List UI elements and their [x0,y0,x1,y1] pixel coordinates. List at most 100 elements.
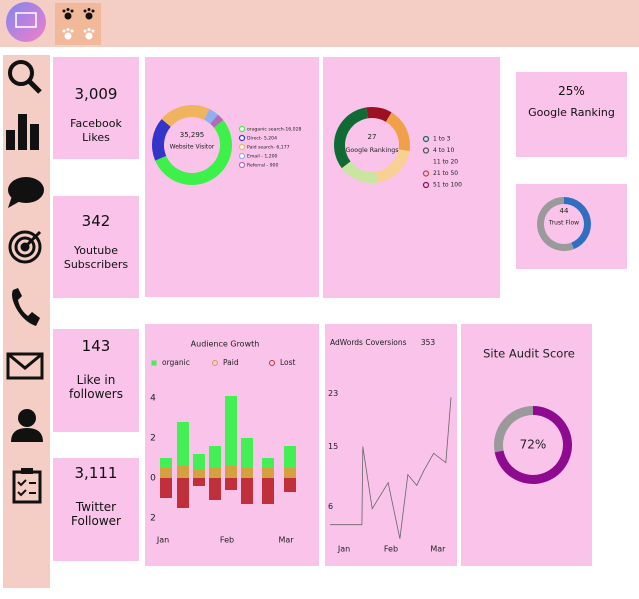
chat-icon[interactable] [8,177,44,208]
legend-label: Email - 1,200 [247,154,278,160]
donut-segment [204,109,219,124]
chart: 44 Trust Flow [537,197,591,251]
chart-total: 353 [421,338,436,347]
clipboard-icon[interactable] [12,468,42,504]
target-icon[interactable] [8,230,42,264]
followers-card: 143 Like in followers [53,329,139,432]
legend-marker [212,360,218,366]
stat-value: 3,009 [74,85,118,103]
donut-center: 27 [368,133,377,141]
x-tick-label: Feb [384,545,398,554]
gauge-value-label: 44 [560,207,569,215]
legend-marker [238,134,246,142]
google-ranking-card: 25% Google Ranking [516,72,627,157]
x-tick-label: Mar [430,545,446,554]
y-tick-label: 15 [328,442,338,451]
legend-label: Direct- 5,204 [247,136,277,142]
chart-title: AdWords Coversions [330,338,407,347]
legend-label: organic [162,358,190,367]
legend-marker [422,158,430,166]
card-title: Site Audit Score [483,347,575,361]
logo-icon [15,12,37,28]
gauge-track [494,406,533,453]
logo[interactable] [6,2,46,42]
bar-segment [160,478,172,498]
facebook-card: 3,009 Facebook Likes [53,57,139,159]
stats-icon[interactable] [6,114,39,150]
paw-box[interactable] [55,3,101,45]
bar-segment [160,468,172,478]
y-tick-label: 23 [328,389,338,398]
legend-marker [269,360,275,366]
y-tick-label: 6 [328,502,333,511]
bar-segment [177,422,189,466]
sidebar-icons [6,60,44,504]
chart: AdWords Coversions 353 23 15 6 Jan Feb Mar [328,338,452,554]
youtube-card: 342 Youtube Subscribers [53,196,139,298]
donut-title: Website Visitor [170,144,215,151]
bar-segment [209,478,221,500]
trust-flow-card: 44 Trust Flow [516,184,627,269]
mail-icon[interactable] [6,352,44,380]
legend-label: Lost [280,358,296,367]
legend-marker [422,147,430,154]
bar-segment [209,446,221,468]
stat-label: Google Ranking [528,106,615,119]
legend-marker [238,152,246,160]
bar-segment [160,458,172,468]
legend-marker [422,170,430,177]
legend-label: 1 to 3 [433,136,451,143]
donut-segment [155,120,232,185]
bar-segment [284,468,296,478]
donut-title: Google Rankings [346,147,399,154]
chart: 35,295 Website Visitor oraganic search-16,… [152,105,301,185]
bar-segment [225,466,237,478]
donut-segment [385,112,410,152]
user-icon[interactable] [11,409,43,442]
legend-marker [151,360,157,366]
stat-label: Facebook Likes [70,117,122,144]
stat-value: 143 [81,337,111,355]
y-tick-label: 4 [150,394,156,404]
website-visitor-card: 35,295 Website Visitor oraganic search-16,… [145,57,319,297]
bar-segment [193,478,205,486]
bar-segment [241,438,253,468]
google-rankings-card: 27 Google Rankings 1 to 3 4 to 10 11 to 20 21… [323,57,500,298]
y-tick-label: 2 [150,434,156,444]
legend-label: 21 to 50 [433,170,458,177]
gauge-value-label: 72% [520,438,547,452]
bar-segment [284,446,296,468]
legend-marker [238,161,246,169]
twitter-card: 3,111 Twitter Follower [53,458,139,561]
legend-marker [422,135,430,143]
bar-segment [177,478,189,508]
chart-title: Audience Growth [191,340,260,349]
donut-segment [366,107,392,122]
search-icon[interactable] [8,60,42,94]
stat-label: Youtube Subscribers [63,244,129,271]
y-tick-label: 0 [150,474,156,484]
donut-segment [341,161,378,183]
legend-marker [238,125,246,133]
legend-label: oraganic search-16,028 [247,127,301,133]
stat-value: 25% [558,84,585,98]
donut-total: 35,295 [180,131,205,139]
x-tick-label: Feb [220,536,234,545]
site-audit-card: Site Audit Score 72% [461,324,592,566]
bar-segment [177,466,189,478]
gauge-track [537,197,574,251]
phone-icon[interactable] [12,288,40,326]
legend-marker [422,181,430,189]
bar-segment [262,478,274,504]
donut-segment [161,105,210,127]
bar-segment [241,468,253,478]
bar-segment [262,458,274,468]
bar-segment [209,468,221,478]
legend-label: Paid search- 6,177 [247,145,290,151]
adwords-card: AdWords Coversions 353 23 15 6 Jan Feb Mar [325,324,457,566]
bar-segment [284,478,296,492]
bar-segment [193,454,205,470]
legend-marker [238,143,246,151]
